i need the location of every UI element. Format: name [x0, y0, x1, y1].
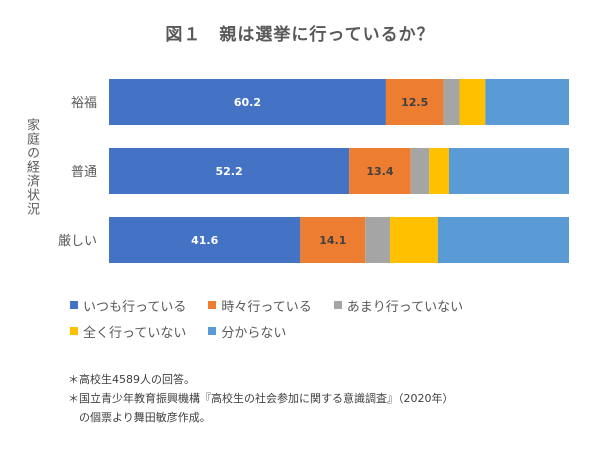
note-1: ＊高校生4589人の回答。	[68, 373, 195, 386]
chart-title: 図１ 親は選挙に行っているか？	[165, 25, 435, 45]
legend-label: あまり行っていない	[346, 299, 464, 315]
legend-swatch	[208, 327, 217, 335]
bar-segment	[485, 79, 569, 125]
legend-swatch	[70, 301, 78, 309]
legend-label: 分からない	[221, 325, 287, 341]
bar-segment	[365, 217, 391, 263]
bar-segment	[443, 79, 460, 125]
data-label: 60.2	[234, 96, 261, 109]
legend-item: 分からない	[208, 318, 286, 344]
data-label: 12.5	[401, 96, 428, 109]
legend-item: 全く行っていない	[70, 318, 186, 344]
legend-item: 時々行っている	[208, 292, 312, 318]
category-label: 普通	[71, 165, 97, 180]
legend-swatch	[208, 301, 217, 309]
bar-segment	[429, 148, 449, 194]
bar-segment	[109, 79, 386, 125]
bar-segment	[437, 217, 569, 263]
note-2: ＊国立青少年教育振興機構『高校生の社会参加に関する意識調査』（2020年）	[68, 392, 454, 405]
bar-segment	[109, 217, 301, 263]
bar-segment	[390, 217, 438, 263]
category-label: 裕福	[71, 96, 97, 111]
legend-item: あまり行っていない	[333, 292, 464, 318]
legend-label: 時々行っている	[221, 299, 312, 315]
legend: いつも行っている 時々行っている あまり行っていない全く行っていない 分からない	[70, 292, 570, 344]
bar-segment	[448, 148, 569, 194]
footnotes: ＊高校生4589人の回答。 ＊国立青少年教育振興機構『高校生の社会参加に関する意…	[68, 370, 454, 427]
plot-area: 裕福 60.2 12.5 普通 52.2 13.4 厳しい 41.6 14.1	[58, 79, 569, 263]
data-label: 13.4	[366, 165, 393, 178]
category-label: 厳しい	[58, 234, 97, 249]
note-3: の個票より舞田敏彦作成。	[68, 411, 211, 424]
bar-segment	[385, 79, 444, 125]
data-label: 41.6	[191, 234, 218, 247]
data-label: 14.1	[319, 234, 346, 247]
data-label: 52.2	[215, 165, 242, 178]
bar-segment	[459, 79, 486, 125]
legend-swatch	[70, 327, 78, 335]
bar-segment	[349, 148, 411, 194]
legend-item: いつも行っている	[70, 292, 186, 318]
legend-label: いつも行っている	[83, 299, 187, 315]
legend-label: 全く行っていない	[83, 325, 187, 341]
bar-segment	[300, 217, 366, 263]
legend-swatch	[333, 301, 342, 309]
bar-segment	[109, 148, 350, 194]
bar-segment	[410, 148, 430, 194]
y-axis-label: 家庭の経済状況	[24, 118, 39, 216]
